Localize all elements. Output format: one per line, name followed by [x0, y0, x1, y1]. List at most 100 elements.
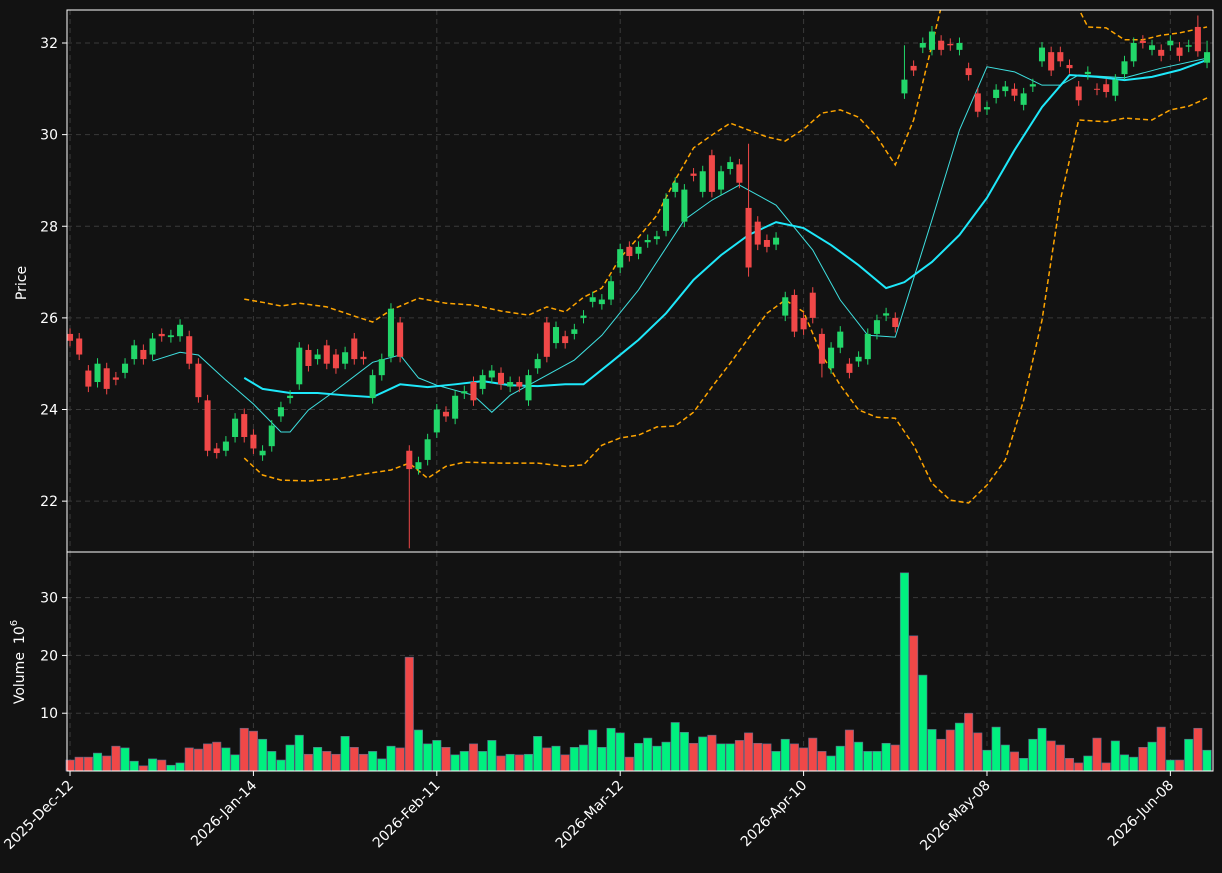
- volume-bar: [551, 745, 561, 772]
- volume-bar: [239, 727, 249, 772]
- volume-bar: [991, 726, 1001, 772]
- volume-bar: [588, 729, 598, 772]
- volume-bar: [597, 747, 607, 772]
- volume-bar: [441, 747, 451, 772]
- volume-bar: [707, 734, 717, 772]
- candle-body: [122, 363, 129, 373]
- volume-bar: [762, 743, 772, 772]
- candle-body: [1139, 40, 1146, 43]
- volume-bar: [1101, 762, 1111, 772]
- volume-bar: [340, 736, 350, 772]
- volume-bar: [413, 729, 423, 772]
- volume-bar: [1046, 740, 1056, 772]
- candle-body: [589, 297, 596, 302]
- volume-bar: [826, 755, 836, 772]
- candle-body: [1020, 93, 1027, 105]
- candle-body: [864, 333, 871, 360]
- volume-bar: [578, 744, 589, 772]
- volume-bar: [523, 753, 534, 772]
- candle-body: [1093, 88, 1101, 90]
- candle-body: [397, 322, 404, 357]
- candle-body: [993, 89, 1000, 98]
- volume-bar: [358, 753, 368, 772]
- volume-bar: [83, 756, 93, 772]
- candle-body: [149, 338, 156, 355]
- candle-body: [1130, 42, 1137, 62]
- candle-body: [552, 327, 560, 344]
- candle-body: [763, 239, 770, 247]
- volume-bar: [973, 732, 983, 772]
- volume-bar: [1129, 756, 1139, 772]
- price-panel: [67, 10, 1211, 549]
- candle-body: [516, 382, 523, 387]
- volume-bar: [936, 738, 946, 772]
- candle-body: [461, 391, 468, 394]
- candle-body: [617, 249, 624, 268]
- volume-bar: [954, 722, 964, 772]
- y-tick-label: 20: [40, 648, 58, 664]
- volume-bar: [102, 755, 112, 772]
- grid: [67, 10, 1213, 771]
- volume-bar: [1138, 747, 1148, 772]
- candle-body: [424, 439, 431, 460]
- volume-bar: [670, 722, 680, 772]
- candle-body: [1066, 64, 1073, 69]
- volume-bar: [1165, 759, 1175, 772]
- volume-bar: [349, 747, 359, 772]
- volume-bar: [111, 745, 121, 772]
- candle-body: [158, 333, 165, 337]
- candle-body: [250, 434, 257, 449]
- candle-body: [213, 448, 220, 454]
- candle-body: [452, 395, 459, 419]
- volume-bar: [964, 712, 974, 772]
- candle-body: [314, 354, 321, 360]
- candle-body: [296, 347, 303, 385]
- volume-bar: [1202, 749, 1212, 772]
- candle-body: [901, 79, 908, 94]
- volume-bar: [120, 747, 130, 772]
- candle-body: [598, 299, 605, 305]
- volume-bar: [221, 747, 231, 772]
- candle-body: [718, 171, 725, 190]
- volume-bar: [258, 738, 268, 772]
- band-line: [243, 97, 1208, 504]
- volume-bar: [1193, 727, 1203, 772]
- volume-panel: [65, 572, 1212, 772]
- candle-body: [938, 40, 945, 50]
- candle-body: [387, 308, 394, 357]
- candle-body: [1185, 45, 1192, 47]
- volume-bar: [789, 743, 799, 772]
- band-line: [244, 10, 1208, 323]
- candle-body: [177, 324, 184, 337]
- candle-body: [323, 345, 330, 364]
- candle-body: [800, 317, 807, 330]
- volume-bar: [744, 732, 754, 772]
- candle-body: [342, 352, 349, 364]
- candle-body: [708, 155, 715, 192]
- candle-body: [76, 338, 83, 355]
- y-tick-label: 28: [40, 219, 58, 235]
- volume-bar: [615, 732, 625, 772]
- volume-bar: [1028, 738, 1038, 772]
- candle-body: [543, 322, 550, 357]
- volume-bar: [368, 751, 378, 772]
- volume-bar: [248, 730, 258, 772]
- volume-bar: [1055, 744, 1065, 772]
- volume-bar: [569, 747, 579, 772]
- volume-bar: [844, 729, 854, 772]
- volume-bar: [533, 736, 543, 772]
- candle-body: [983, 107, 990, 110]
- volume-bar: [1019, 757, 1029, 772]
- volume-bar: [203, 743, 213, 772]
- candle-body: [507, 382, 514, 387]
- candle-body: [965, 68, 972, 76]
- volume-bar: [982, 749, 992, 772]
- volume-bar: [624, 756, 634, 772]
- candle-body: [681, 189, 688, 222]
- candle-body: [754, 221, 761, 245]
- volume-bar: [725, 743, 735, 772]
- volume-bar: [835, 745, 845, 772]
- candle-body: [1194, 26, 1201, 52]
- candle-body: [204, 400, 211, 451]
